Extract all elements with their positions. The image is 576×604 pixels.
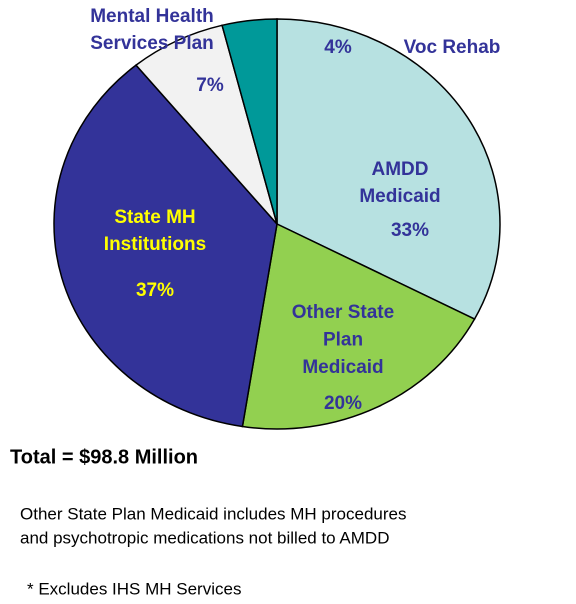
slice-label: Institutions — [104, 234, 206, 255]
pie-slice — [53, 64, 278, 428]
slice-label: Medicaid — [359, 186, 440, 207]
slice-label: AMDD — [372, 159, 429, 180]
slice-label: State MH — [114, 207, 195, 228]
slice-label: Mental Health — [90, 6, 214, 27]
slice-label: Medicaid — [302, 357, 383, 378]
value-label: 33% — [391, 220, 429, 241]
pie-slice — [241, 222, 476, 430]
value-label: 37% — [136, 280, 174, 301]
pie-slice — [276, 18, 501, 321]
value-label: 20% — [324, 393, 362, 414]
note: and psychotropic medications not billed … — [20, 528, 389, 547]
slice-label: Voc Rehab — [404, 37, 501, 58]
note: Other State Plan Medicaid includes MH pr… — [20, 504, 406, 523]
value-label: 4% — [324, 37, 352, 58]
total: Total = $98.8 Million — [10, 446, 198, 468]
note: * Excludes IHS MH Services — [27, 579, 241, 598]
slice-label: Other State — [292, 302, 394, 323]
slice-label: Plan — [323, 330, 363, 351]
pie-slice — [221, 18, 278, 225]
value-label: 7% — [196, 75, 224, 96]
slice-label: Services Plan — [90, 33, 214, 54]
